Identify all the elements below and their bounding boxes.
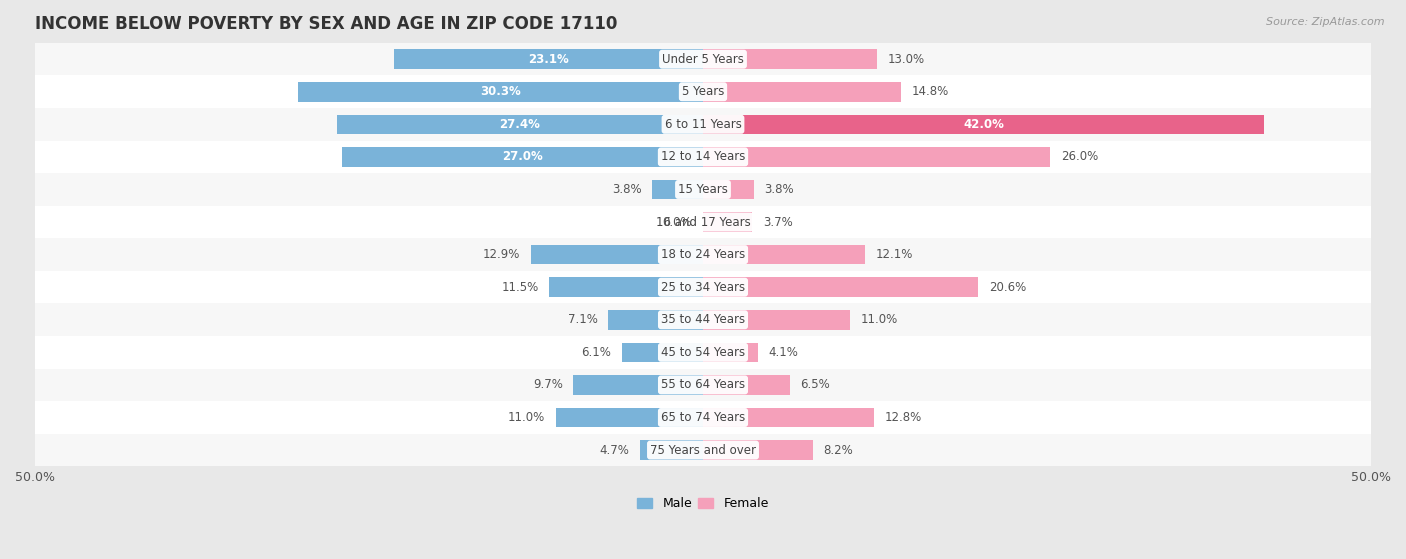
FancyBboxPatch shape	[35, 238, 1371, 271]
Text: 15 Years: 15 Years	[678, 183, 728, 196]
Text: 6.5%: 6.5%	[800, 378, 831, 391]
Bar	[703, 212, 752, 232]
Text: 14.8%: 14.8%	[911, 86, 949, 98]
Text: 20.6%: 20.6%	[988, 281, 1026, 293]
Text: 12.1%: 12.1%	[876, 248, 912, 261]
FancyBboxPatch shape	[35, 173, 1371, 206]
Text: Source: ZipAtlas.com: Source: ZipAtlas.com	[1267, 17, 1385, 27]
Text: 6 to 11 Years: 6 to 11 Years	[665, 118, 741, 131]
Bar	[703, 179, 754, 199]
FancyBboxPatch shape	[35, 108, 1371, 141]
Text: 23.1%: 23.1%	[529, 53, 569, 65]
Bar	[703, 147, 1050, 167]
Text: 12 to 14 Years: 12 to 14 Years	[661, 150, 745, 163]
Bar	[703, 375, 790, 395]
FancyBboxPatch shape	[35, 206, 1371, 238]
FancyBboxPatch shape	[35, 336, 1371, 368]
Text: 0.0%: 0.0%	[662, 216, 692, 229]
Text: 6.1%: 6.1%	[581, 346, 610, 359]
Text: 3.7%: 3.7%	[763, 216, 793, 229]
Bar	[530, 245, 703, 264]
Bar	[640, 440, 703, 460]
Text: 12.8%: 12.8%	[884, 411, 922, 424]
Text: 3.8%: 3.8%	[612, 183, 641, 196]
Bar	[703, 310, 851, 330]
Text: 27.0%: 27.0%	[502, 150, 543, 163]
Text: 9.7%: 9.7%	[533, 378, 562, 391]
Text: 13.0%: 13.0%	[887, 53, 925, 65]
FancyBboxPatch shape	[35, 434, 1371, 466]
Bar	[337, 115, 703, 134]
Text: 3.8%: 3.8%	[765, 183, 794, 196]
Text: 18 to 24 Years: 18 to 24 Years	[661, 248, 745, 261]
Bar	[342, 147, 703, 167]
FancyBboxPatch shape	[35, 141, 1371, 173]
Text: 35 to 44 Years: 35 to 44 Years	[661, 313, 745, 326]
Text: 27.4%: 27.4%	[499, 118, 540, 131]
Text: 11.0%: 11.0%	[860, 313, 898, 326]
FancyBboxPatch shape	[35, 304, 1371, 336]
Text: 5 Years: 5 Years	[682, 86, 724, 98]
Bar	[703, 49, 877, 69]
Bar	[395, 49, 703, 69]
Text: INCOME BELOW POVERTY BY SEX AND AGE IN ZIP CODE 17110: INCOME BELOW POVERTY BY SEX AND AGE IN Z…	[35, 15, 617, 33]
Bar	[609, 310, 703, 330]
Text: 4.1%: 4.1%	[769, 346, 799, 359]
Text: 42.0%: 42.0%	[963, 118, 1004, 131]
Text: 7.1%: 7.1%	[568, 313, 598, 326]
Text: 26.0%: 26.0%	[1062, 150, 1098, 163]
FancyBboxPatch shape	[35, 75, 1371, 108]
Text: 11.0%: 11.0%	[508, 411, 546, 424]
Bar	[703, 408, 875, 427]
FancyBboxPatch shape	[35, 368, 1371, 401]
Text: 45 to 54 Years: 45 to 54 Years	[661, 346, 745, 359]
Bar	[652, 179, 703, 199]
FancyBboxPatch shape	[35, 271, 1371, 304]
Bar	[703, 245, 865, 264]
Text: 55 to 64 Years: 55 to 64 Years	[661, 378, 745, 391]
Text: 4.7%: 4.7%	[599, 443, 630, 457]
Text: 11.5%: 11.5%	[502, 281, 538, 293]
Text: 65 to 74 Years: 65 to 74 Years	[661, 411, 745, 424]
Bar	[703, 115, 1264, 134]
Text: 16 and 17 Years: 16 and 17 Years	[655, 216, 751, 229]
Bar	[574, 375, 703, 395]
Bar	[703, 440, 813, 460]
Bar	[550, 277, 703, 297]
FancyBboxPatch shape	[35, 401, 1371, 434]
Legend: Male, Female: Male, Female	[633, 492, 773, 515]
Text: 25 to 34 Years: 25 to 34 Years	[661, 281, 745, 293]
Bar	[298, 82, 703, 102]
Bar	[703, 277, 979, 297]
Text: 12.9%: 12.9%	[482, 248, 520, 261]
Bar	[703, 343, 758, 362]
Text: 75 Years and over: 75 Years and over	[650, 443, 756, 457]
Text: 30.3%: 30.3%	[481, 86, 522, 98]
Bar	[621, 343, 703, 362]
FancyBboxPatch shape	[35, 43, 1371, 75]
Bar	[555, 408, 703, 427]
Text: Under 5 Years: Under 5 Years	[662, 53, 744, 65]
Bar	[703, 82, 901, 102]
Text: 8.2%: 8.2%	[824, 443, 853, 457]
